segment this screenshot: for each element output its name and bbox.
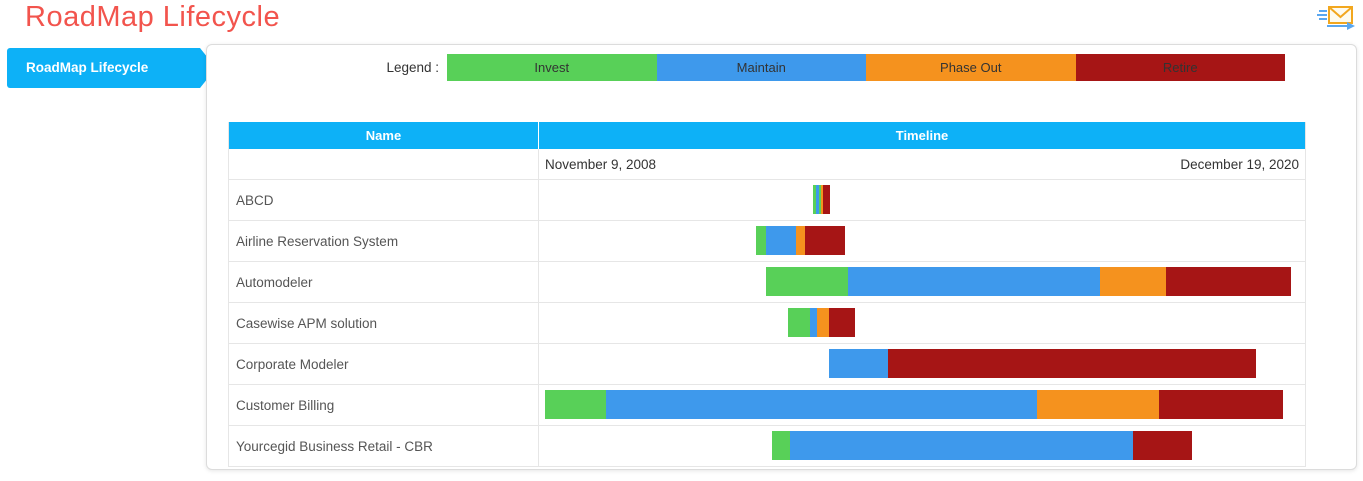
- gantt-segment-maintain: [810, 308, 817, 337]
- gantt-bar[interactable]: [756, 226, 845, 255]
- column-header-timeline: Timeline: [895, 128, 949, 143]
- legend-label: Legend :: [386, 60, 439, 75]
- gantt-segment-invest: [545, 390, 606, 419]
- legend-item-phase_out: Phase Out: [866, 54, 1076, 81]
- gantt-segment-retire: [829, 308, 855, 337]
- axis-name-spacer: [229, 149, 539, 179]
- table-row: ABCD: [229, 179, 1305, 220]
- table-row: Corporate Modeler: [229, 343, 1305, 384]
- sidebar-item-roadmap-lifecycle[interactable]: RoadMap Lifecycle: [7, 48, 216, 88]
- gantt-segment-maintain: [829, 349, 888, 378]
- gantt-segment-retire: [823, 185, 830, 214]
- gantt-segment-invest: [813, 185, 816, 214]
- gantt-segment-maintain: [816, 185, 819, 214]
- roadmap-table: Name Timeline November 9, 2008 December …: [228, 122, 1306, 467]
- send-mail-button[interactable]: [1316, 4, 1358, 32]
- gantt-segment-maintain: [790, 431, 1133, 460]
- row-name: ABCD: [229, 180, 539, 220]
- legend-item-invest: Invest: [447, 54, 657, 81]
- timeline-axis-row: November 9, 2008 December 19, 2020: [229, 149, 1305, 179]
- legend-row: Legend : Invest Maintain Phase Out Retire: [207, 54, 1285, 81]
- gantt-segment-invest: [788, 308, 810, 337]
- gantt-bar[interactable]: [813, 185, 830, 214]
- table-row: Automodeler: [229, 261, 1305, 302]
- gantt-segment-invest: [756, 226, 766, 255]
- legend-item-maintain: Maintain: [656, 54, 866, 81]
- gantt-segment-retire: [1166, 267, 1291, 296]
- row-name: Casewise APM solution: [229, 303, 539, 343]
- timeline-end-date: December 19, 2020: [1180, 156, 1299, 172]
- gantt-segment-phase_out: [1100, 267, 1166, 296]
- gantt-bar[interactable]: [772, 431, 1192, 460]
- gantt-segment-retire: [805, 226, 845, 255]
- gantt-bar[interactable]: [788, 308, 855, 337]
- row-name: Automodeler: [229, 262, 539, 302]
- gantt-segment-phase_out: [1037, 390, 1159, 419]
- gantt-segment-retire: [888, 349, 1256, 378]
- row-name: Corporate Modeler: [229, 344, 539, 384]
- gantt-segment-phase_out: [796, 226, 805, 255]
- gantt-segment-invest: [772, 431, 790, 460]
- gantt-bar[interactable]: [766, 267, 1291, 296]
- timeline-start-date: November 9, 2008: [545, 156, 657, 172]
- gantt-bar[interactable]: [829, 349, 1256, 378]
- column-header-name: Name: [229, 122, 539, 149]
- table-row: Airline Reservation System: [229, 220, 1305, 261]
- gantt-segment-maintain: [848, 267, 1100, 296]
- gantt-segment-retire: [1133, 431, 1192, 460]
- gantt-segment-phase_out: [821, 185, 823, 214]
- row-name: Yourcegid Business Retail - CBR: [229, 426, 539, 466]
- content-panel: Legend : Invest Maintain Phase Out Retire N…: [206, 44, 1357, 470]
- row-name: Airline Reservation System: [229, 221, 539, 261]
- send-mail-icon: [1317, 6, 1355, 30]
- legend-bar: Invest Maintain Phase Out Retire: [447, 54, 1285, 81]
- gantt-segment-invest: [766, 267, 848, 296]
- gantt-bar[interactable]: [545, 390, 1283, 419]
- table-body: ABCD Airline Reservation System Automodele…: [229, 179, 1305, 466]
- gantt-segment-retire: [1159, 390, 1283, 419]
- gantt-segment-maintain: [766, 226, 796, 255]
- legend-item-retire: Retire: [1075, 54, 1285, 81]
- sidebar-item-label: RoadMap Lifecycle: [26, 60, 149, 75]
- gantt-segment-maintain: [606, 390, 1037, 419]
- table-header-row: Name Timeline: [229, 122, 1305, 149]
- table-row: Casewise APM solution: [229, 302, 1305, 343]
- table-row: Yourcegid Business Retail - CBR: [229, 425, 1305, 466]
- gantt-segment-invest: [819, 185, 821, 214]
- page-title: RoadMap Lifecycle: [25, 1, 281, 33]
- table-row: Customer Billing: [229, 384, 1305, 425]
- row-name: Customer Billing: [229, 385, 539, 425]
- gantt-segment-phase_out: [817, 308, 829, 337]
